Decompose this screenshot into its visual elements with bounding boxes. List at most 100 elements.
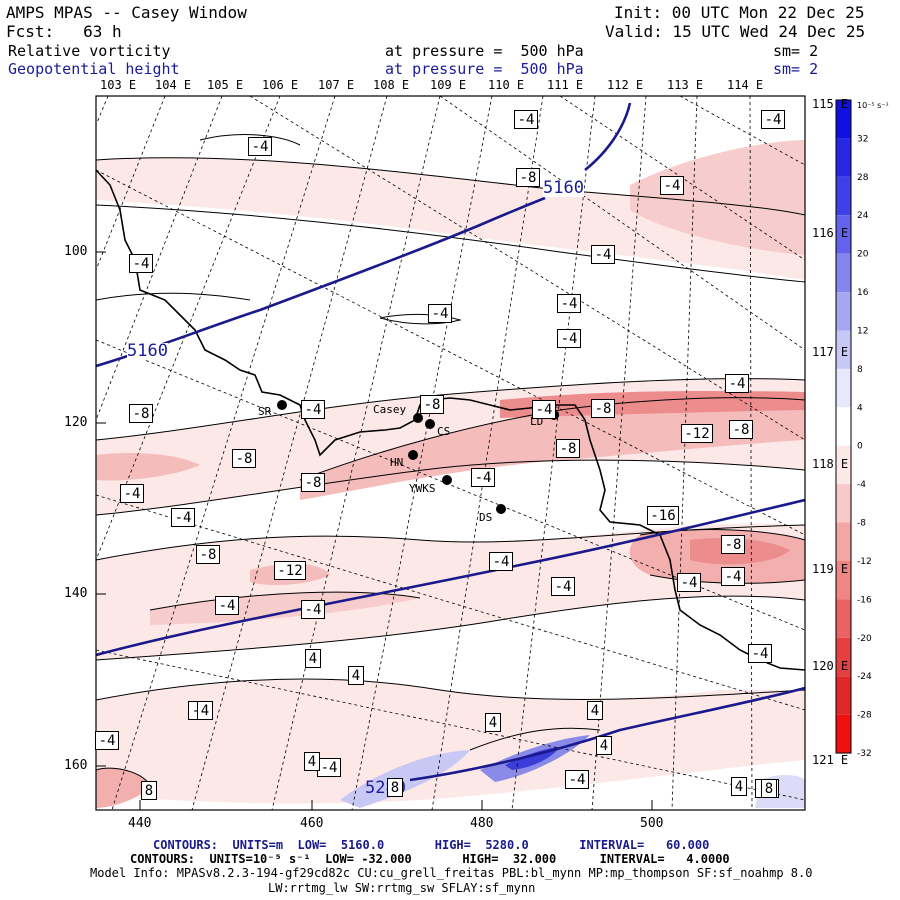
lon-label-right: 117 E bbox=[812, 345, 849, 359]
colorbar-tick-label: -32 bbox=[857, 749, 872, 759]
colorbar-swatch bbox=[836, 637, 851, 677]
colorbar-tick-label: 8 bbox=[857, 365, 863, 375]
colorbar-tick-label: 24 bbox=[857, 211, 869, 221]
station-label-ywks: YWKS bbox=[409, 482, 436, 495]
colorbar-outline bbox=[835, 99, 852, 754]
vorticity-value-label: -4 bbox=[428, 304, 452, 323]
colorbar-swatch bbox=[836, 330, 851, 369]
vorticity-value-label: -4 bbox=[557, 294, 581, 313]
lon-label-right: 118 E bbox=[812, 457, 849, 471]
vorticity-value-label: -4 bbox=[660, 176, 684, 195]
y-axis-label: 140 bbox=[64, 586, 88, 601]
vorticity-value-label: -16 bbox=[647, 506, 679, 525]
graticule bbox=[96, 96, 805, 810]
vorticity-value-label: 8 bbox=[141, 781, 157, 800]
vorticity-value-label: -8 bbox=[516, 168, 540, 187]
x-axis-label: 480 bbox=[470, 816, 494, 831]
vorticity-value-label: 4 bbox=[197, 701, 213, 720]
vorticity-contour-info: CONTOURS: UNITS=10⁻⁵ s⁻¹ LOW= -32.000 HI… bbox=[130, 852, 730, 866]
station-label-sr: SR bbox=[258, 405, 272, 418]
neg-vorticity-sw-corner bbox=[96, 768, 150, 808]
colorbar-tick-label: 12 bbox=[857, 326, 868, 336]
neg-vorticity-band-core bbox=[300, 397, 805, 500]
vorticity-value-label: -4 bbox=[677, 573, 701, 592]
colorbar-swatch bbox=[836, 407, 851, 446]
vorticity-value-label: -8 bbox=[129, 404, 153, 423]
field1-name: Relative vorticity bbox=[8, 42, 171, 60]
vorticity-value-label: -4 bbox=[301, 400, 325, 419]
vorticity-value-label: 8 bbox=[387, 778, 403, 797]
colorbar-swatch bbox=[836, 676, 851, 715]
lon-label-right: 120 E bbox=[812, 659, 849, 673]
colorbar-tick-label: -8 bbox=[857, 519, 866, 529]
vorticity-value-label: -4 bbox=[171, 508, 195, 527]
map-field-layer bbox=[96, 96, 805, 810]
colorbar-swatch bbox=[836, 176, 851, 216]
station-marker bbox=[425, 419, 435, 429]
vorticity-value-label: -8 bbox=[591, 399, 615, 418]
x-axis-label: 500 bbox=[640, 816, 664, 831]
pos-vorticity-patch-south bbox=[340, 750, 470, 808]
x-axis-label: 440 bbox=[128, 816, 152, 831]
vorticity-value-label: -4 bbox=[551, 577, 575, 596]
valid-time: Valid: 15 UTC Wed 24 Dec 25 bbox=[605, 22, 866, 41]
colorbar-tick-label: -4 bbox=[857, 480, 866, 490]
y-axis-label: 120 bbox=[64, 415, 88, 430]
colorbar-swatch bbox=[836, 484, 851, 523]
vorticity-value-label: 4 bbox=[731, 777, 747, 796]
lon-label: 106 E bbox=[262, 78, 299, 92]
height-contour-info: CONTOURS: UNITS=m LOW= 5160.0 HIGH= 5280… bbox=[153, 838, 710, 852]
colorbar-swatch bbox=[836, 100, 851, 139]
vorticity-value-label: -4 bbox=[120, 484, 144, 503]
colorbar-swatch bbox=[836, 560, 851, 600]
vorticity-value-label: -4 bbox=[301, 600, 325, 619]
colorbar-swatch bbox=[836, 292, 851, 331]
lon-label: 107 E bbox=[318, 78, 355, 92]
vorticity-value-label: -8 bbox=[721, 535, 745, 554]
vorticity-value-label: -4 bbox=[591, 245, 615, 264]
lon-label: 105 E bbox=[207, 78, 244, 92]
field1-smooth: sm= 2 bbox=[773, 42, 819, 60]
lon-label: 109 E bbox=[430, 78, 467, 92]
colorbar-tick-label: -12 bbox=[857, 557, 872, 567]
colorbar-tick-label: 0 bbox=[857, 442, 863, 452]
lon-label: 113 E bbox=[667, 78, 704, 92]
field1-level: at pressure = 500 hPa bbox=[385, 42, 584, 60]
lon-label-right: 119 E bbox=[812, 562, 849, 576]
y-axis-label: 160 bbox=[64, 758, 88, 773]
height-contour-label: 5160 bbox=[543, 178, 584, 198]
station-label-casey: Casey bbox=[373, 403, 407, 416]
colorbar-unit: 10⁻⁵ s⁻¹ bbox=[857, 101, 889, 110]
colorbar-tick-label: 16 bbox=[857, 288, 869, 298]
station-label-cs: CS bbox=[437, 425, 451, 438]
neg-vorticity-south3 bbox=[96, 679, 805, 804]
station-label-ld: LD bbox=[530, 415, 544, 428]
neg-vorticity-patch-ne bbox=[630, 140, 805, 255]
lon-label-right: 116 E bbox=[812, 226, 849, 240]
field2-smooth: sm= 2 bbox=[773, 60, 819, 78]
vorticity-value-label: -8 bbox=[301, 473, 325, 492]
vorticity-value-label: -4 bbox=[532, 400, 556, 419]
vorticity-value-label: 4 bbox=[304, 752, 320, 771]
axis-ticks bbox=[96, 251, 653, 810]
model-physics-info: LW:rrtmg_lw SW:rrtmg_sw SFLAY:sf_mynn bbox=[268, 881, 536, 895]
colorbar-tick-label: 20 bbox=[857, 250, 869, 260]
lon-label: 104 E bbox=[155, 78, 192, 92]
init-time: Init: 00 UTC Mon 22 Dec 25 bbox=[614, 3, 865, 22]
colorbar-swatch bbox=[836, 445, 851, 485]
lon-label: 111 E bbox=[547, 78, 584, 92]
neg-vorticity-band-south bbox=[96, 523, 805, 660]
neg-vorticity-band-north bbox=[96, 157, 805, 280]
vorticity-value-label: -12 bbox=[681, 424, 713, 443]
vorticity-value-label: -4 bbox=[215, 596, 239, 615]
station-marker bbox=[496, 504, 506, 514]
colorbar-tick-label: -16 bbox=[857, 595, 872, 605]
vorticity-value-label: -4 bbox=[514, 110, 538, 129]
station-marker bbox=[408, 450, 418, 460]
colorbar-tick-label: 28 bbox=[857, 173, 869, 183]
colorbar-tick-label: -28 bbox=[857, 711, 872, 721]
height-contour-label: 5160 bbox=[127, 341, 168, 361]
colorbar-swatch bbox=[836, 368, 851, 408]
vorticity-value-label: -4 bbox=[317, 758, 341, 777]
plot-title: AMPS MPAS -- Casey Window bbox=[6, 3, 247, 22]
